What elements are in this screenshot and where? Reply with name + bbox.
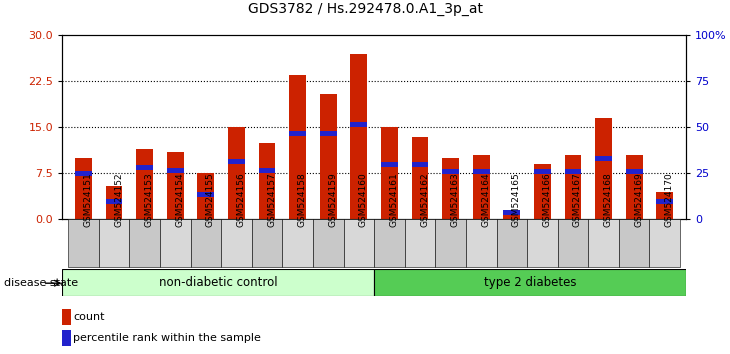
Bar — [350, 122, 367, 127]
Bar — [442, 158, 459, 219]
Bar — [350, 54, 367, 219]
Bar — [656, 192, 673, 219]
Bar — [381, 162, 398, 167]
Bar — [564, 169, 581, 174]
Bar — [527, 219, 558, 267]
Text: GSM524154: GSM524154 — [175, 172, 184, 227]
Bar — [320, 131, 337, 136]
Text: GSM524151: GSM524151 — [83, 172, 93, 227]
Bar — [191, 219, 221, 267]
Bar — [137, 149, 153, 219]
Bar — [381, 127, 398, 219]
Text: GSM524158: GSM524158 — [298, 172, 307, 227]
Bar — [595, 118, 612, 219]
Bar — [283, 219, 313, 267]
Bar — [289, 75, 306, 219]
Bar — [167, 168, 184, 173]
Bar — [473, 155, 490, 219]
Bar — [435, 219, 466, 267]
Text: GSM524159: GSM524159 — [328, 172, 337, 227]
Bar — [588, 219, 619, 267]
Bar — [344, 219, 374, 267]
Text: GSM524166: GSM524166 — [542, 172, 551, 227]
Text: disease state: disease state — [4, 278, 78, 288]
Bar — [404, 219, 435, 267]
Text: count: count — [73, 312, 104, 322]
Bar — [595, 156, 612, 161]
Text: GDS3782 / Hs.292478.0.A1_3p_at: GDS3782 / Hs.292478.0.A1_3p_at — [247, 2, 483, 16]
Bar — [374, 269, 686, 296]
Bar — [258, 143, 275, 219]
Text: GSM524169: GSM524169 — [634, 172, 643, 227]
Bar — [62, 269, 374, 296]
Bar — [167, 152, 184, 219]
Bar — [656, 199, 673, 204]
Text: GSM524163: GSM524163 — [450, 172, 460, 227]
Text: GSM524156: GSM524156 — [237, 172, 245, 227]
Bar — [496, 219, 527, 267]
Bar — [558, 219, 588, 267]
Bar — [197, 173, 215, 219]
Bar — [62, 309, 71, 325]
Text: GSM524170: GSM524170 — [665, 172, 674, 227]
Text: non-diabetic control: non-diabetic control — [159, 276, 277, 289]
Bar — [313, 219, 344, 267]
Bar — [258, 168, 275, 173]
Bar — [137, 165, 153, 170]
Bar — [626, 169, 642, 174]
Bar — [320, 94, 337, 219]
Bar — [534, 169, 551, 174]
Bar — [534, 164, 551, 219]
Bar — [228, 127, 245, 219]
Text: GSM524153: GSM524153 — [145, 172, 153, 227]
Text: GSM524167: GSM524167 — [573, 172, 582, 227]
Bar — [129, 219, 160, 267]
Bar — [650, 219, 680, 267]
Bar — [99, 219, 129, 267]
Bar — [374, 219, 404, 267]
Text: GSM524160: GSM524160 — [359, 172, 368, 227]
Bar — [289, 131, 306, 136]
Text: GSM524161: GSM524161 — [389, 172, 399, 227]
Text: GSM524168: GSM524168 — [604, 172, 612, 227]
Bar — [252, 219, 283, 267]
Text: GSM524164: GSM524164 — [481, 172, 491, 227]
Bar — [228, 159, 245, 164]
Bar — [412, 162, 429, 167]
Bar — [466, 219, 496, 267]
Bar — [75, 158, 92, 219]
Bar — [68, 219, 99, 267]
Bar — [106, 199, 123, 204]
Text: GSM524152: GSM524152 — [114, 172, 123, 227]
Bar — [221, 219, 252, 267]
Bar — [412, 137, 429, 219]
Text: GSM524162: GSM524162 — [420, 172, 429, 227]
Bar — [62, 330, 71, 346]
Bar — [626, 155, 642, 219]
Bar — [564, 155, 581, 219]
Bar — [504, 210, 520, 215]
Bar — [504, 210, 520, 219]
Bar — [160, 219, 191, 267]
Text: GSM524155: GSM524155 — [206, 172, 215, 227]
Text: GSM524165: GSM524165 — [512, 172, 520, 227]
Text: percentile rank within the sample: percentile rank within the sample — [73, 333, 261, 343]
Bar — [106, 186, 123, 219]
Bar — [75, 171, 92, 176]
Bar — [473, 169, 490, 174]
Bar — [442, 169, 459, 174]
Text: GSM524157: GSM524157 — [267, 172, 276, 227]
Text: type 2 diabetes: type 2 diabetes — [484, 276, 577, 289]
Bar — [619, 219, 650, 267]
Bar — [197, 193, 215, 198]
